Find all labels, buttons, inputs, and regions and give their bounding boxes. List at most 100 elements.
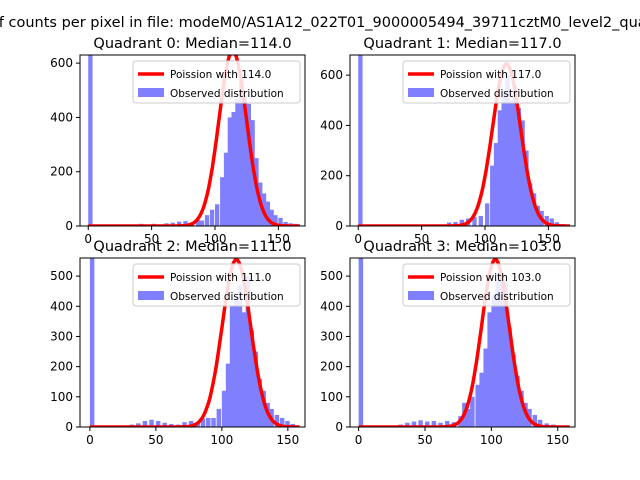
histogram-bar [531,193,537,226]
x-tick-label: 0 [354,232,362,246]
y-tick-label: 0 [335,219,343,233]
histogram-bar [505,75,510,226]
legend-label-poisson: Poission with 117.0 [440,69,541,81]
y-tick-label: 300 [50,329,73,343]
histogram-bar [537,419,543,427]
histogram-bar [497,110,502,226]
y-tick-label: 0 [65,219,73,233]
legend: Poission with 114.0 Observed distribution [132,60,301,104]
histogram-bar [472,216,477,226]
histogram-bar [485,203,490,226]
quadrant-0-title: Quadrant 0: Median=114.0 [93,36,291,52]
histogram-bar [211,417,216,427]
histogram-bar [229,306,235,427]
histogram-bar [411,421,417,427]
histogram-bar [206,417,211,427]
histogram-bar [246,103,251,226]
histogram-bar [242,95,248,226]
histogram-bar [215,204,220,226]
legend-label-observed: Observed distribution [170,88,284,100]
histogram-bar [231,112,236,226]
y-tick-label: 100 [50,390,73,404]
x-tick-label: 150 [537,232,560,246]
histogram-bar [516,107,521,226]
quadrant-1-panel: 0 50 100 150 0 200 400 600 Quadrant 1: Median=11… [320,36,576,246]
y-tick-label: 400 [50,299,73,313]
y-tick-label: 200 [320,169,343,183]
quadrant-0-panel: 0 50 100 150 0 200 400 600 Quadrant 0: Median=11… [50,36,306,246]
legend-bar-swatch [408,88,434,97]
histogram-bar [162,422,167,427]
histogram-bar [495,273,500,427]
histogram-bar [221,390,227,427]
quadrant-2-title: Quadrant 2: Median=111.0 [93,239,291,255]
histogram-bar [155,420,161,427]
quadrant-1-title: Quadrant 1: Median=117.0 [363,36,561,52]
y-tick-label: 0 [335,420,343,434]
quadrant-3-title: Quadrant 3: Median=103.0 [363,239,561,255]
histogram-bar [142,420,148,427]
plot-frame [349,54,576,227]
x-tick-label: 150 [276,433,299,447]
histogram-bar [459,219,464,226]
y-tick-label: 300 [320,329,343,343]
histogram-bar [136,423,141,427]
histogram-bar [431,420,437,427]
histogram-bar [283,221,288,226]
legend-bar-swatch [138,88,164,97]
histogram-bar [89,258,95,427]
legend-label-poisson: Poission with 111.0 [170,272,271,284]
x-tick-label: 0 [84,232,92,246]
histogram-bar [182,422,187,427]
histogram-bar [241,312,247,427]
histogram-bar [279,417,285,427]
histogram-bar [519,390,524,427]
histogram-bar [466,408,471,427]
histogram-bar [511,354,516,427]
y-tick-label: 600 [320,68,343,82]
poisson-curve [358,61,570,226]
histogram-bar [544,215,549,226]
histogram-bar [195,220,201,226]
histogram-bar [425,421,430,427]
histogram-bar [273,215,278,226]
y-tick-label: 200 [320,360,343,374]
histogram-bar [475,384,480,427]
quadrant-2-panel: 0 50 100 150 0 100 200 300 400 500 Quadrant 2: Med… [50,239,306,447]
histogram-bar [512,85,518,226]
x-tick-label: 50 [144,232,159,246]
histogram-bar [274,414,280,427]
histogram-bar [237,285,243,427]
x-tick-label: 0 [355,433,363,447]
legend-label-observed: Observed distribution [440,88,554,100]
histogram-bar [405,422,410,427]
histogram-bar [503,282,508,427]
plot-frame [349,257,576,428]
histogram-bar [515,375,520,427]
legend: Poission with 117.0 Observed distribution [402,60,571,104]
histogram-bar [509,100,514,226]
histogram-bar [253,351,259,427]
y-tick-label: 100 [320,390,343,404]
histogram-bar [188,420,194,427]
histogram-bar [438,422,443,427]
legend-bar-swatch [408,291,434,300]
x-tick-label: 50 [414,232,429,246]
histogram-bar [227,117,232,226]
histogram-bar [278,217,283,226]
plot-frame [79,257,306,428]
legend: Poission with 103.0 Observed distribution [402,263,571,307]
histogram-bar [507,327,512,427]
y-tick-label: 600 [50,56,73,70]
legend-label-poisson: Poission with 103.0 [440,272,541,284]
histogram-bar [265,201,271,226]
histogram-bar [233,297,239,427]
histogram-bar [479,372,484,427]
histogram-bar [532,414,538,427]
histogram-bar [200,418,206,427]
plot-frame [79,54,306,227]
x-tick-label: 150 [267,232,290,246]
legend-box [132,60,301,104]
histogram-bar [487,312,492,427]
